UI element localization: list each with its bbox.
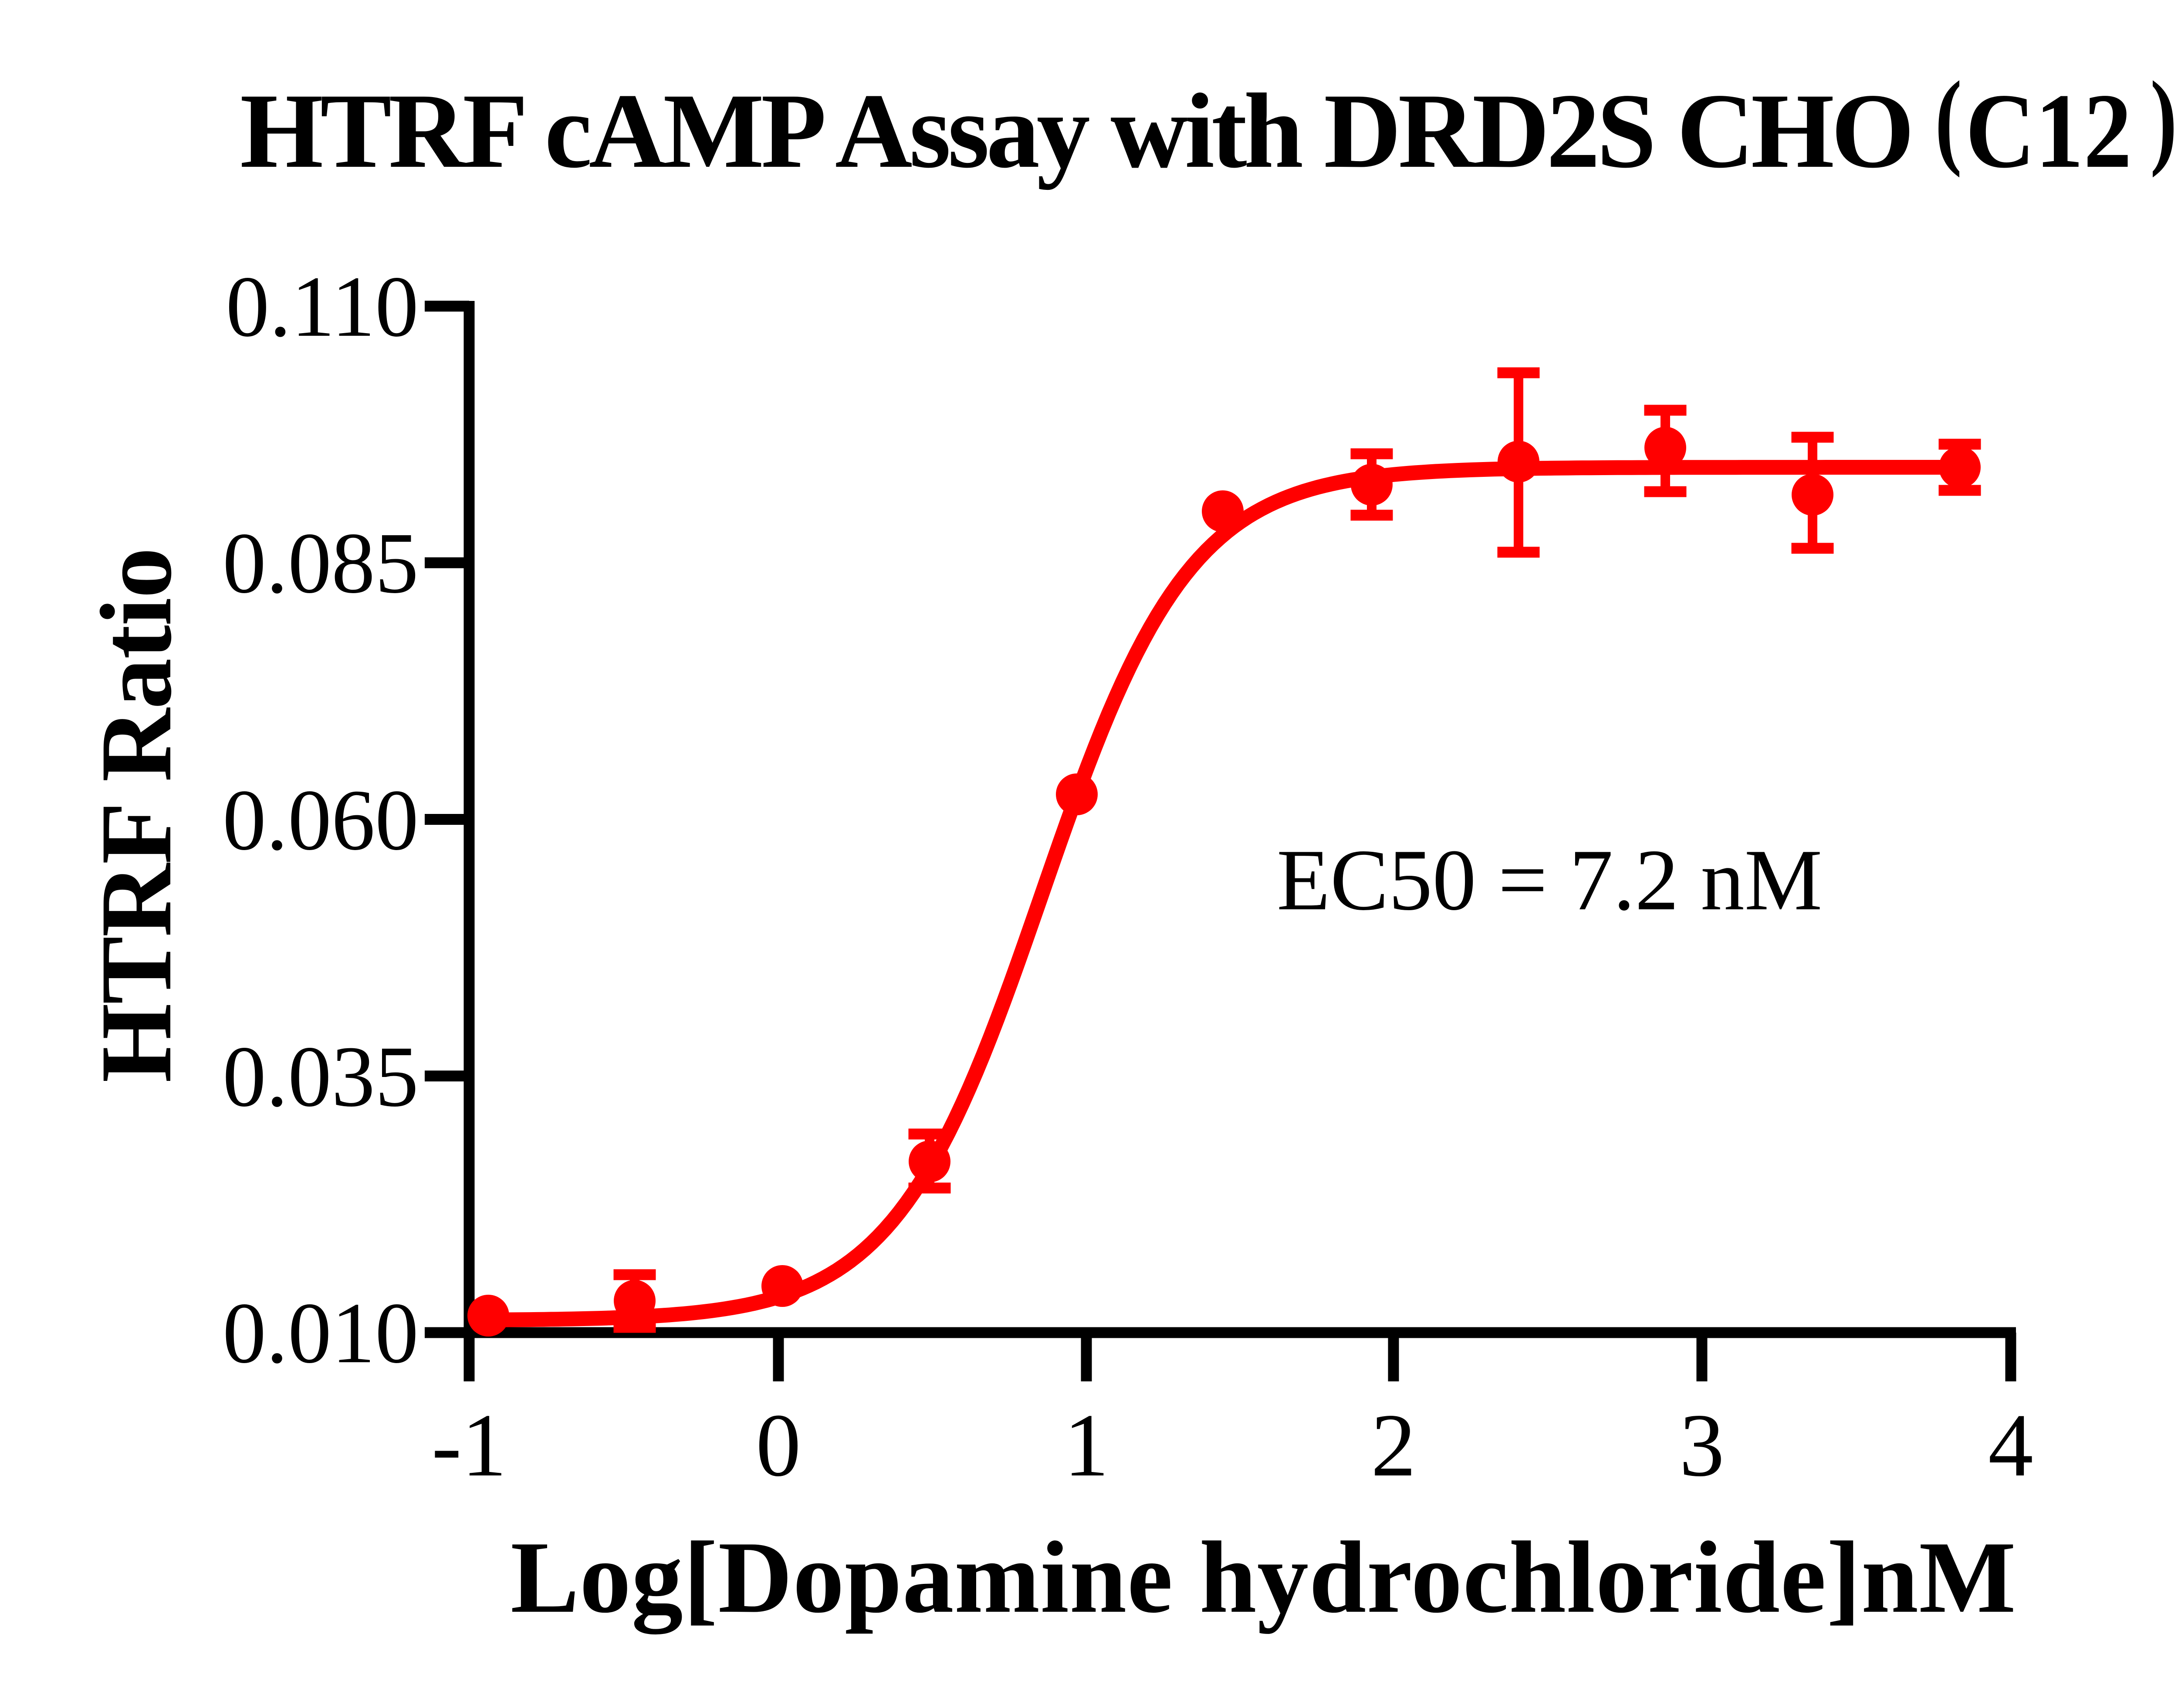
svg-text:EC50 = 7.2 nM: EC50 = 7.2 nM	[1277, 832, 1822, 928]
svg-text:3: 3	[1679, 1395, 1725, 1495]
svg-text:0: 0	[756, 1395, 801, 1495]
svg-text:1: 1	[1064, 1395, 1109, 1495]
svg-text:): )	[2150, 60, 2177, 178]
svg-text:0.060: 0.060	[223, 772, 419, 868]
svg-text:(: (	[1935, 60, 1962, 178]
svg-text:HTRF cAMP Assay with DRD2S CHO: HTRF cAMP Assay with DRD2S CHO	[240, 72, 1914, 190]
svg-text:-1: -1	[432, 1395, 507, 1495]
svg-text:Log[Dopamine hydrochloride]nM: Log[Dopamine hydrochloride]nM	[511, 1521, 2016, 1634]
svg-text:0.035: 0.035	[223, 1029, 419, 1125]
svg-text:2: 2	[1371, 1395, 1416, 1495]
svg-text:0.085: 0.085	[223, 515, 419, 611]
svg-text:4: 4	[1988, 1395, 2033, 1495]
svg-text:HTRF Ratio: HTRF Ratio	[79, 547, 193, 1083]
svg-text:0.010: 0.010	[223, 1285, 419, 1381]
svg-text:0.110: 0.110	[226, 259, 419, 355]
svg-text:C12: C12	[1965, 72, 2132, 190]
